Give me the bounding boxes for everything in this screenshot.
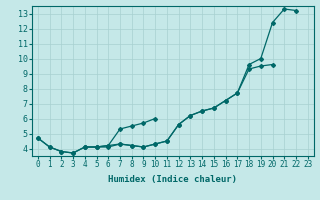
X-axis label: Humidex (Indice chaleur): Humidex (Indice chaleur) [108,175,237,184]
